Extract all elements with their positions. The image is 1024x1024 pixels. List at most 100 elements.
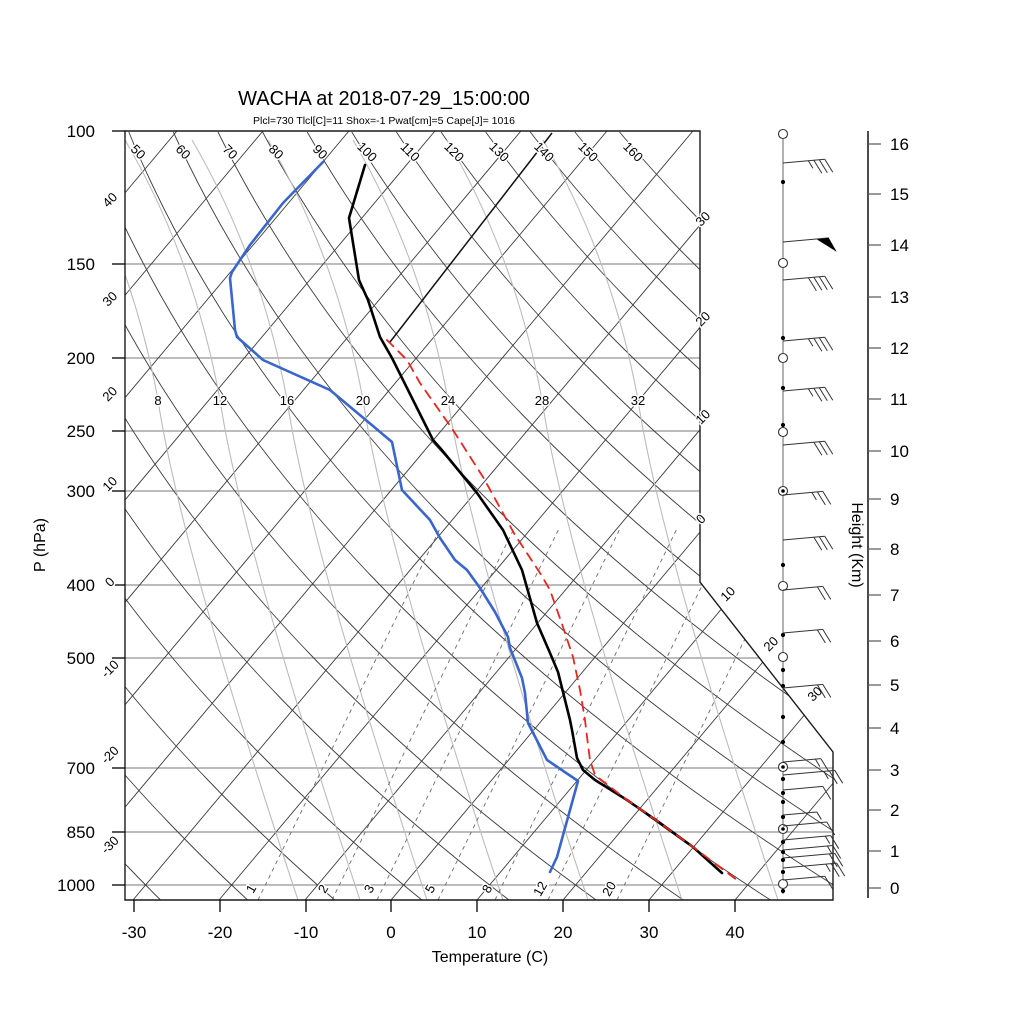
barb-feather [834,853,844,867]
barb-feather [830,835,840,849]
barb-shaft [782,811,817,816]
barb-shaft [782,862,837,869]
isotherm-line [125,131,436,900]
mixing-ratio-label: 2 [315,882,332,896]
barb-flag [816,237,837,252]
barb-feather [830,863,840,877]
temperature-tick-label: 20 [554,923,573,942]
wind-dot-marker [780,739,786,745]
barb-feather [832,845,842,859]
wind-barb [782,275,834,291]
temperature-tick-label: 0 [386,923,395,942]
isotherm-left-label: 40 [99,189,120,210]
wind-barb [782,862,846,877]
barb-feather [816,684,826,699]
isotherm-left-label: -10 [98,657,122,681]
isotherm-right-label: 10 [717,583,738,604]
barb-feather [824,535,834,550]
isotherm-right-label: 30 [804,683,825,704]
pressure-tick-label: 700 [67,759,95,778]
wind-circle-marker [777,128,789,140]
wind-dot-marker [780,667,786,673]
wind-dot-marker [780,385,786,391]
wind-barb [782,785,832,800]
isotherm-line [125,131,608,900]
dry-adiabat-line [128,131,833,900]
barb-half-feather [807,388,814,397]
moist-adiabat-line [191,139,428,900]
isotherm-line [0,131,91,900]
wind-barb [782,336,834,352]
wind-circle-dot-marker [781,489,785,493]
isotherm-line [125,131,178,900]
height-tick-label: 5 [890,676,899,695]
dry-adiabat-line [217,131,833,877]
wind-dot-marker [780,179,786,185]
dry-adiabat-label: 60 [173,141,194,162]
temperature-tick-label: 10 [468,923,487,942]
barb-shaft [782,158,825,164]
sounding-curves [228,160,738,881]
barb-feather [820,758,830,772]
wind-circle-marker [777,878,789,890]
chart-title: WACHA at 2018-07-29_15:00:00 [238,88,530,110]
wind-circle-marker [777,651,789,663]
dry-adiabat-line [172,131,833,900]
temperature-tick-label: 40 [726,923,745,942]
isotherm-line [125,131,350,900]
wind-dot-marker [780,869,786,875]
wind-barb [782,535,834,551]
barb-feather [824,336,834,351]
barb-feather [813,387,823,402]
barb-half-feather [826,845,833,854]
barb-feather [807,277,817,291]
height-tick-label: 0 [890,879,899,898]
moist-adiabat-label: 32 [631,393,645,408]
barb-shaft [782,758,821,763]
wind-barb [782,835,840,849]
barb-feather [818,276,828,290]
temperature-curve [347,163,724,875]
wind-dot-marker [780,683,786,689]
wind-barb [782,683,832,699]
edge-labels: 50 60 70 80 90 100 110 120 130 140 150 160403020100… [96,137,826,900]
dry-adiabat-line [125,131,597,900]
plot-frame [124,130,834,901]
moist-adiabat-label: 12 [213,393,227,408]
moist-adiabat-line [267,139,504,900]
barb-feather [828,770,838,785]
barb-feather [813,337,823,352]
isotherm-left-label: 0 [102,574,118,590]
pressure-tick-label: 850 [67,823,95,842]
isotherm-left-label: 30 [99,288,120,309]
dry-adiabat-line [125,131,510,900]
barb-shaft [782,852,835,859]
temperature-tick-label: -20 [208,923,233,942]
barb-feather [826,821,836,836]
height-tick-label: 9 [890,490,899,509]
dry-adiabat-line [125,131,684,900]
dry-adiabat-line [125,593,161,900]
wind-circle-marker [777,426,789,438]
barb-half-feather [816,811,822,820]
dry-adiabat-label: 90 [310,141,331,162]
isotherm-line [132,131,780,900]
wind-barb [782,769,844,785]
barb-shaft [782,769,835,776]
y-axis-title: P (hPa) [32,518,49,572]
isotherm-line [648,131,833,900]
height-tick-label: 15 [890,185,909,204]
moist-adiabat-label: 8 [154,393,161,408]
isotherm-line [562,131,833,900]
plot-border [124,130,834,901]
moist-adiabat-line [446,139,683,900]
barb-feather [818,536,828,550]
wind-dot-marker [780,814,786,820]
height-tick-label: 11 [890,390,908,409]
barb-shaft [782,835,831,841]
moist-adiabat-line [352,139,589,900]
barb-shaft [782,875,825,881]
barb-half-feather [825,863,831,872]
barb-shaft [782,237,829,243]
